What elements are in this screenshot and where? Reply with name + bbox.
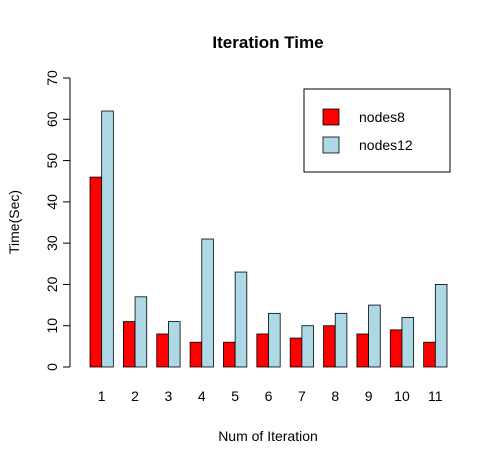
x-tick-label: 2 bbox=[131, 388, 139, 404]
bar-nodes12-2 bbox=[134, 296, 148, 368]
x-tick-label: 9 bbox=[365, 388, 373, 404]
x-tick-label: 5 bbox=[231, 388, 239, 404]
x-tick-label: 7 bbox=[298, 388, 306, 404]
bar-nodes8-11 bbox=[423, 341, 436, 368]
x-tick-label: 8 bbox=[331, 388, 339, 404]
x-tick-label: 11 bbox=[428, 388, 443, 404]
bar-nodes12-11 bbox=[434, 284, 448, 368]
legend-label-nodes8: nodes8 bbox=[359, 109, 405, 125]
bar-nodes8-5 bbox=[223, 341, 236, 368]
legend-label-nodes12: nodes12 bbox=[359, 137, 413, 153]
y-tick-label: 60 bbox=[44, 111, 60, 127]
y-axis: 0 10 20 30 40 50 60 70 bbox=[44, 70, 71, 371]
y-axis-label: Time(Sec) bbox=[6, 190, 22, 254]
y-tick-label: 30 bbox=[44, 235, 60, 251]
y-tick-label: 0 bbox=[44, 363, 60, 371]
bars-group bbox=[89, 110, 448, 368]
x-tick-label: 4 bbox=[198, 388, 206, 404]
bar-nodes12-1 bbox=[101, 110, 114, 368]
bar-nodes8-9 bbox=[356, 333, 369, 368]
x-tick-labels: 1 2 3 4 5 6 7 8 9 10 11 bbox=[98, 388, 443, 404]
bar-nodes12-9 bbox=[368, 304, 381, 368]
x-axis-label: Num of Iteration bbox=[218, 428, 318, 444]
bar-nodes12-10 bbox=[401, 317, 415, 368]
bar-nodes12-4 bbox=[201, 238, 214, 368]
bar-nodes12-6 bbox=[268, 312, 281, 368]
bar-nodes8-7 bbox=[289, 337, 303, 368]
bar-nodes12-8 bbox=[334, 312, 348, 368]
x-tick-label: 6 bbox=[265, 388, 273, 404]
y-tick-label: 20 bbox=[44, 276, 60, 292]
x-tick-label: 3 bbox=[165, 388, 173, 404]
bar-nodes12-7 bbox=[301, 325, 314, 368]
bar-nodes8-2 bbox=[122, 321, 136, 368]
bar-nodes8-3 bbox=[156, 333, 169, 368]
legend-box bbox=[303, 88, 451, 173]
bar-nodes8-1 bbox=[89, 176, 103, 368]
chart-title: Iteration Time bbox=[212, 33, 323, 52]
bar-nodes8-4 bbox=[189, 341, 203, 368]
y-tick-label: 10 bbox=[44, 318, 60, 334]
x-tick-label: 10 bbox=[394, 388, 410, 404]
bar-nodes8-8 bbox=[323, 325, 336, 368]
bar-nodes12-5 bbox=[234, 271, 248, 368]
x-tick-label: 1 bbox=[98, 388, 106, 404]
bar-nodes8-10 bbox=[389, 329, 403, 368]
y-tick-label: 40 bbox=[44, 194, 60, 210]
y-tick-label: 50 bbox=[44, 153, 60, 169]
y-tick-label: 70 bbox=[44, 70, 60, 86]
legend-swatch-nodes8 bbox=[322, 108, 340, 126]
bar-nodes12-3 bbox=[168, 321, 181, 368]
bar-nodes8-6 bbox=[256, 333, 269, 368]
legend-swatch-nodes12 bbox=[322, 136, 340, 154]
legend: nodes8 nodes12 bbox=[303, 88, 451, 173]
